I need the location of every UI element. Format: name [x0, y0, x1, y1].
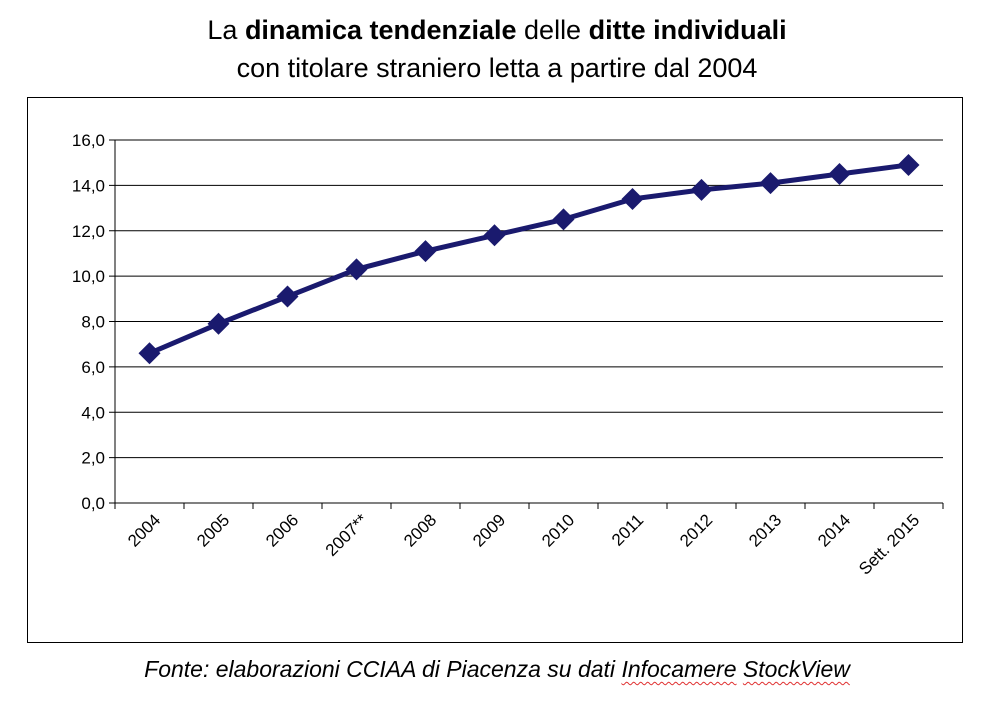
- x-tick-label: 2005: [193, 510, 233, 550]
- data-point-marker: [207, 312, 230, 335]
- y-tick-label: 16,0: [72, 131, 105, 150]
- data-point-marker: [483, 224, 506, 247]
- title-part-1: La: [207, 15, 245, 45]
- x-tick-label: 2008: [400, 510, 440, 550]
- data-point-marker: [690, 178, 713, 201]
- x-tick-label: 2014: [814, 510, 854, 550]
- source-word-stockview: StockView: [742, 656, 850, 682]
- y-tick-label: 10,0: [72, 267, 105, 286]
- data-point-marker: [345, 258, 368, 281]
- x-tick-label: 2004: [124, 510, 164, 550]
- x-tick-label: 2010: [538, 510, 578, 550]
- x-tick-label: 2006: [262, 510, 302, 550]
- data-point-marker: [552, 208, 575, 231]
- data-point-marker: [621, 187, 644, 210]
- x-tick-label: 2009: [469, 510, 509, 550]
- x-tick-label: 2012: [676, 510, 716, 550]
- chart-title-line1: La dinamica tendenziale delle ditte indi…: [0, 14, 994, 46]
- source-prefix: Fonte: elaborazioni CCIAA di Piacenza su…: [144, 656, 622, 682]
- data-point-marker: [828, 163, 851, 186]
- source-note: Fonte: elaborazioni CCIAA di Piacenza su…: [0, 654, 994, 684]
- y-tick-label: 0,0: [81, 494, 105, 513]
- y-tick-label: 6,0: [81, 358, 105, 377]
- y-tick-label: 14,0: [72, 176, 105, 195]
- title-part-2: dinamica tendenziale: [244, 15, 517, 45]
- data-point-marker: [897, 153, 920, 176]
- data-point-marker: [759, 172, 782, 195]
- x-tick-label: 2007**: [322, 510, 372, 560]
- title-part-4: ditte individuali: [588, 15, 787, 45]
- title-part-3: delle: [516, 15, 589, 45]
- data-point-marker: [276, 285, 299, 308]
- x-tick-label: Sett. 2015: [855, 510, 923, 578]
- chart-title-line2: con titolare straniero letta a partire d…: [236, 53, 758, 83]
- x-tick-label: 2013: [745, 510, 785, 550]
- source-word-infocamere: Infocamere: [621, 656, 737, 682]
- y-tick-label: 4,0: [81, 403, 105, 422]
- data-point-marker: [414, 240, 437, 263]
- x-tick-label: 2011: [608, 510, 647, 549]
- y-tick-label: 2,0: [81, 449, 105, 468]
- line-chart: 0,0 2,0 4,0 6,0 8,0 10,0 12,0 14,0 16,0 2004 2005 2…: [72, 131, 944, 579]
- y-tick-label: 8,0: [81, 313, 105, 332]
- chart-frame: 0,0 2,0 4,0 6,0 8,0 10,0 12,0 14,0 16,0 2004 2005 2…: [27, 97, 963, 643]
- series-line: [147, 162, 911, 356]
- y-tick-label: 12,0: [72, 222, 105, 241]
- data-point-marker: [138, 342, 161, 365]
